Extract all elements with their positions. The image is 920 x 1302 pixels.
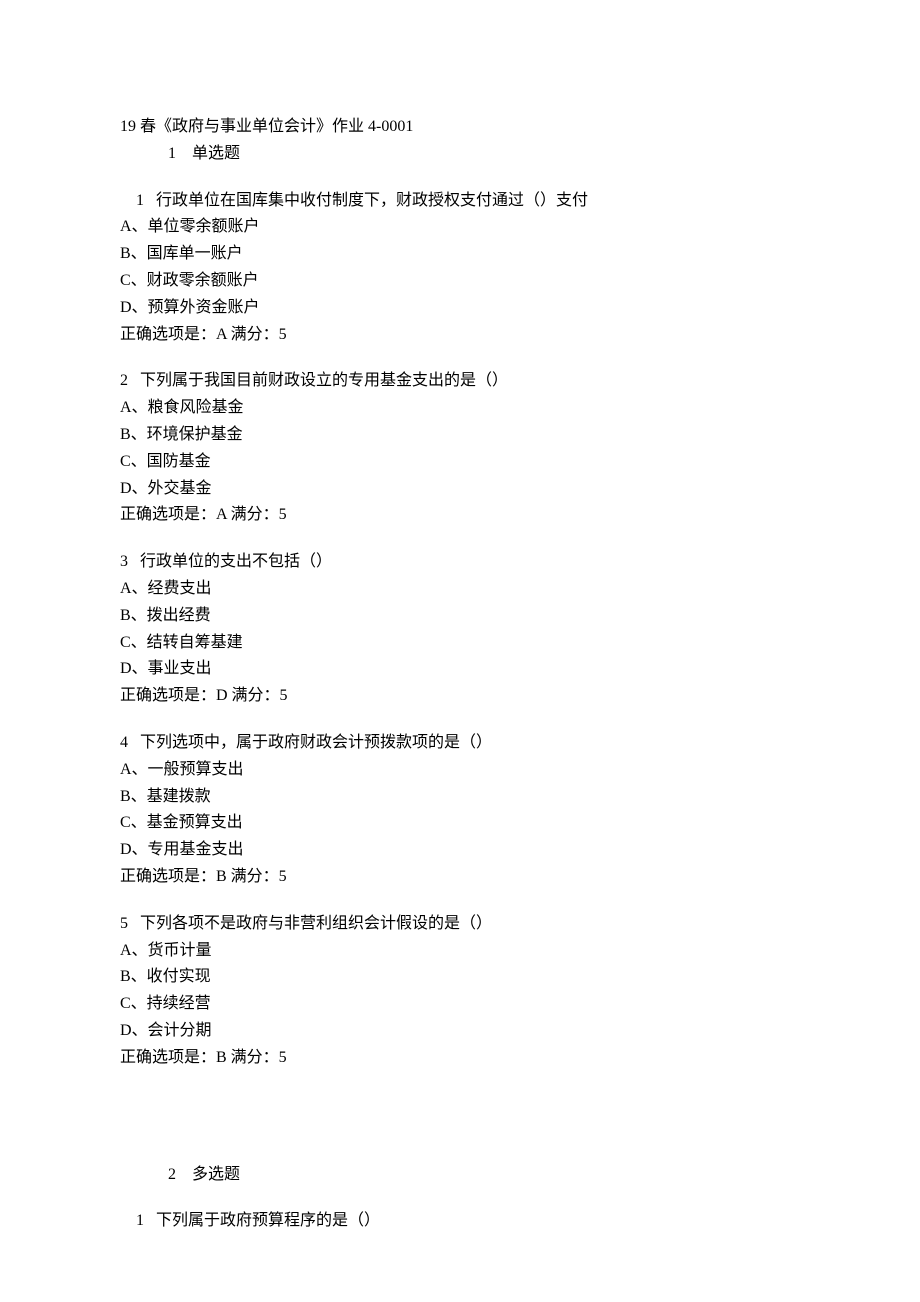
question-number: 2 [120, 372, 128, 389]
question-number: 5 [120, 915, 128, 932]
question-block: 2 下列属于我国目前财政设立的专用基金支出的是（） A、粮食风险基金 B、环境保… [120, 369, 800, 528]
section-1-header: 1 单选题 [120, 142, 800, 167]
question-number: 1 [120, 1209, 144, 1234]
answer-line: 正确选项是：A 满分：5 [120, 503, 800, 528]
option-c: C、基金预算支出 [120, 811, 800, 836]
question-text: 行政单位的支出不包括（） [140, 553, 332, 570]
option-b: B、基建拨款 [120, 785, 800, 810]
question-stem: 1 行政单位在国库集中收付制度下，财政授权支付通过（）支付 [120, 189, 800, 214]
section-2-num: 2 [168, 1166, 176, 1183]
option-d: D、事业支出 [120, 657, 800, 682]
option-d: D、预算外资金账户 [120, 296, 800, 321]
answer-line: 正确选项是：B 满分：5 [120, 865, 800, 890]
question-text: 下列各项不是政府与非营利组织会计假设的是（） [140, 915, 492, 932]
option-b: B、收付实现 [120, 965, 800, 990]
option-d: D、专用基金支出 [120, 838, 800, 863]
question-text: 下列属于政府预算程序的是（） [156, 1212, 380, 1229]
answer-line: 正确选项是：B 满分：5 [120, 1046, 800, 1071]
question-block: 1 下列属于政府预算程序的是（） [120, 1209, 800, 1234]
section-2-label: 多选题 [192, 1166, 240, 1183]
option-a: A、单位零余额账户 [120, 215, 800, 240]
section-1-label: 单选题 [192, 145, 240, 162]
question-number: 3 [120, 553, 128, 570]
answer-line: 正确选项是：D 满分：5 [120, 684, 800, 709]
option-c: C、结转自筹基建 [120, 631, 800, 656]
option-a: A、粮食风险基金 [120, 396, 800, 421]
option-b: B、环境保护基金 [120, 423, 800, 448]
section-gap [120, 1073, 800, 1163]
option-c: C、持续经营 [120, 992, 800, 1017]
option-c: C、国防基金 [120, 450, 800, 475]
document-title: 19 春《政府与事业单位会计》作业 4-0001 [120, 115, 800, 140]
question-stem: 2 下列属于我国目前财政设立的专用基金支出的是（） [120, 369, 800, 394]
question-block: 4 下列选项中，属于政府财政会计预拨款项的是（） A、一般预算支出 B、基建拨款… [120, 731, 800, 890]
option-d: D、会计分期 [120, 1019, 800, 1044]
option-a: A、一般预算支出 [120, 758, 800, 783]
option-d: D、外交基金 [120, 477, 800, 502]
question-block: 3 行政单位的支出不包括（） A、经费支出 B、拨出经费 C、结转自筹基建 D、… [120, 550, 800, 709]
question-stem: 3 行政单位的支出不包括（） [120, 550, 800, 575]
option-c: C、财政零余额账户 [120, 269, 800, 294]
question-stem: 5 下列各项不是政府与非营利组织会计假设的是（） [120, 912, 800, 937]
option-a: A、货币计量 [120, 939, 800, 964]
answer-line: 正确选项是：A 满分：5 [120, 323, 800, 348]
question-text: 行政单位在国库集中收付制度下，财政授权支付通过（）支付 [156, 192, 588, 209]
option-b: B、拨出经费 [120, 604, 800, 629]
question-stem: 1 下列属于政府预算程序的是（） [120, 1209, 800, 1234]
option-b: B、国库单一账户 [120, 242, 800, 267]
question-text: 下列属于我国目前财政设立的专用基金支出的是（） [140, 372, 508, 389]
question-block: 1 行政单位在国库集中收付制度下，财政授权支付通过（）支付 A、单位零余额账户 … [120, 189, 800, 348]
section-2-header: 2 多选题 [120, 1163, 800, 1188]
option-a: A、经费支出 [120, 577, 800, 602]
section-1-num: 1 [168, 145, 176, 162]
question-stem: 4 下列选项中，属于政府财政会计预拨款项的是（） [120, 731, 800, 756]
question-text: 下列选项中，属于政府财政会计预拨款项的是（） [140, 734, 492, 751]
document-page: 19 春《政府与事业单位会计》作业 4-0001 1 单选题 1 行政单位在国库… [0, 0, 920, 1302]
question-number: 1 [120, 189, 144, 214]
question-number: 4 [120, 734, 128, 751]
question-block: 5 下列各项不是政府与非营利组织会计假设的是（） A、货币计量 B、收付实现 C… [120, 912, 800, 1071]
